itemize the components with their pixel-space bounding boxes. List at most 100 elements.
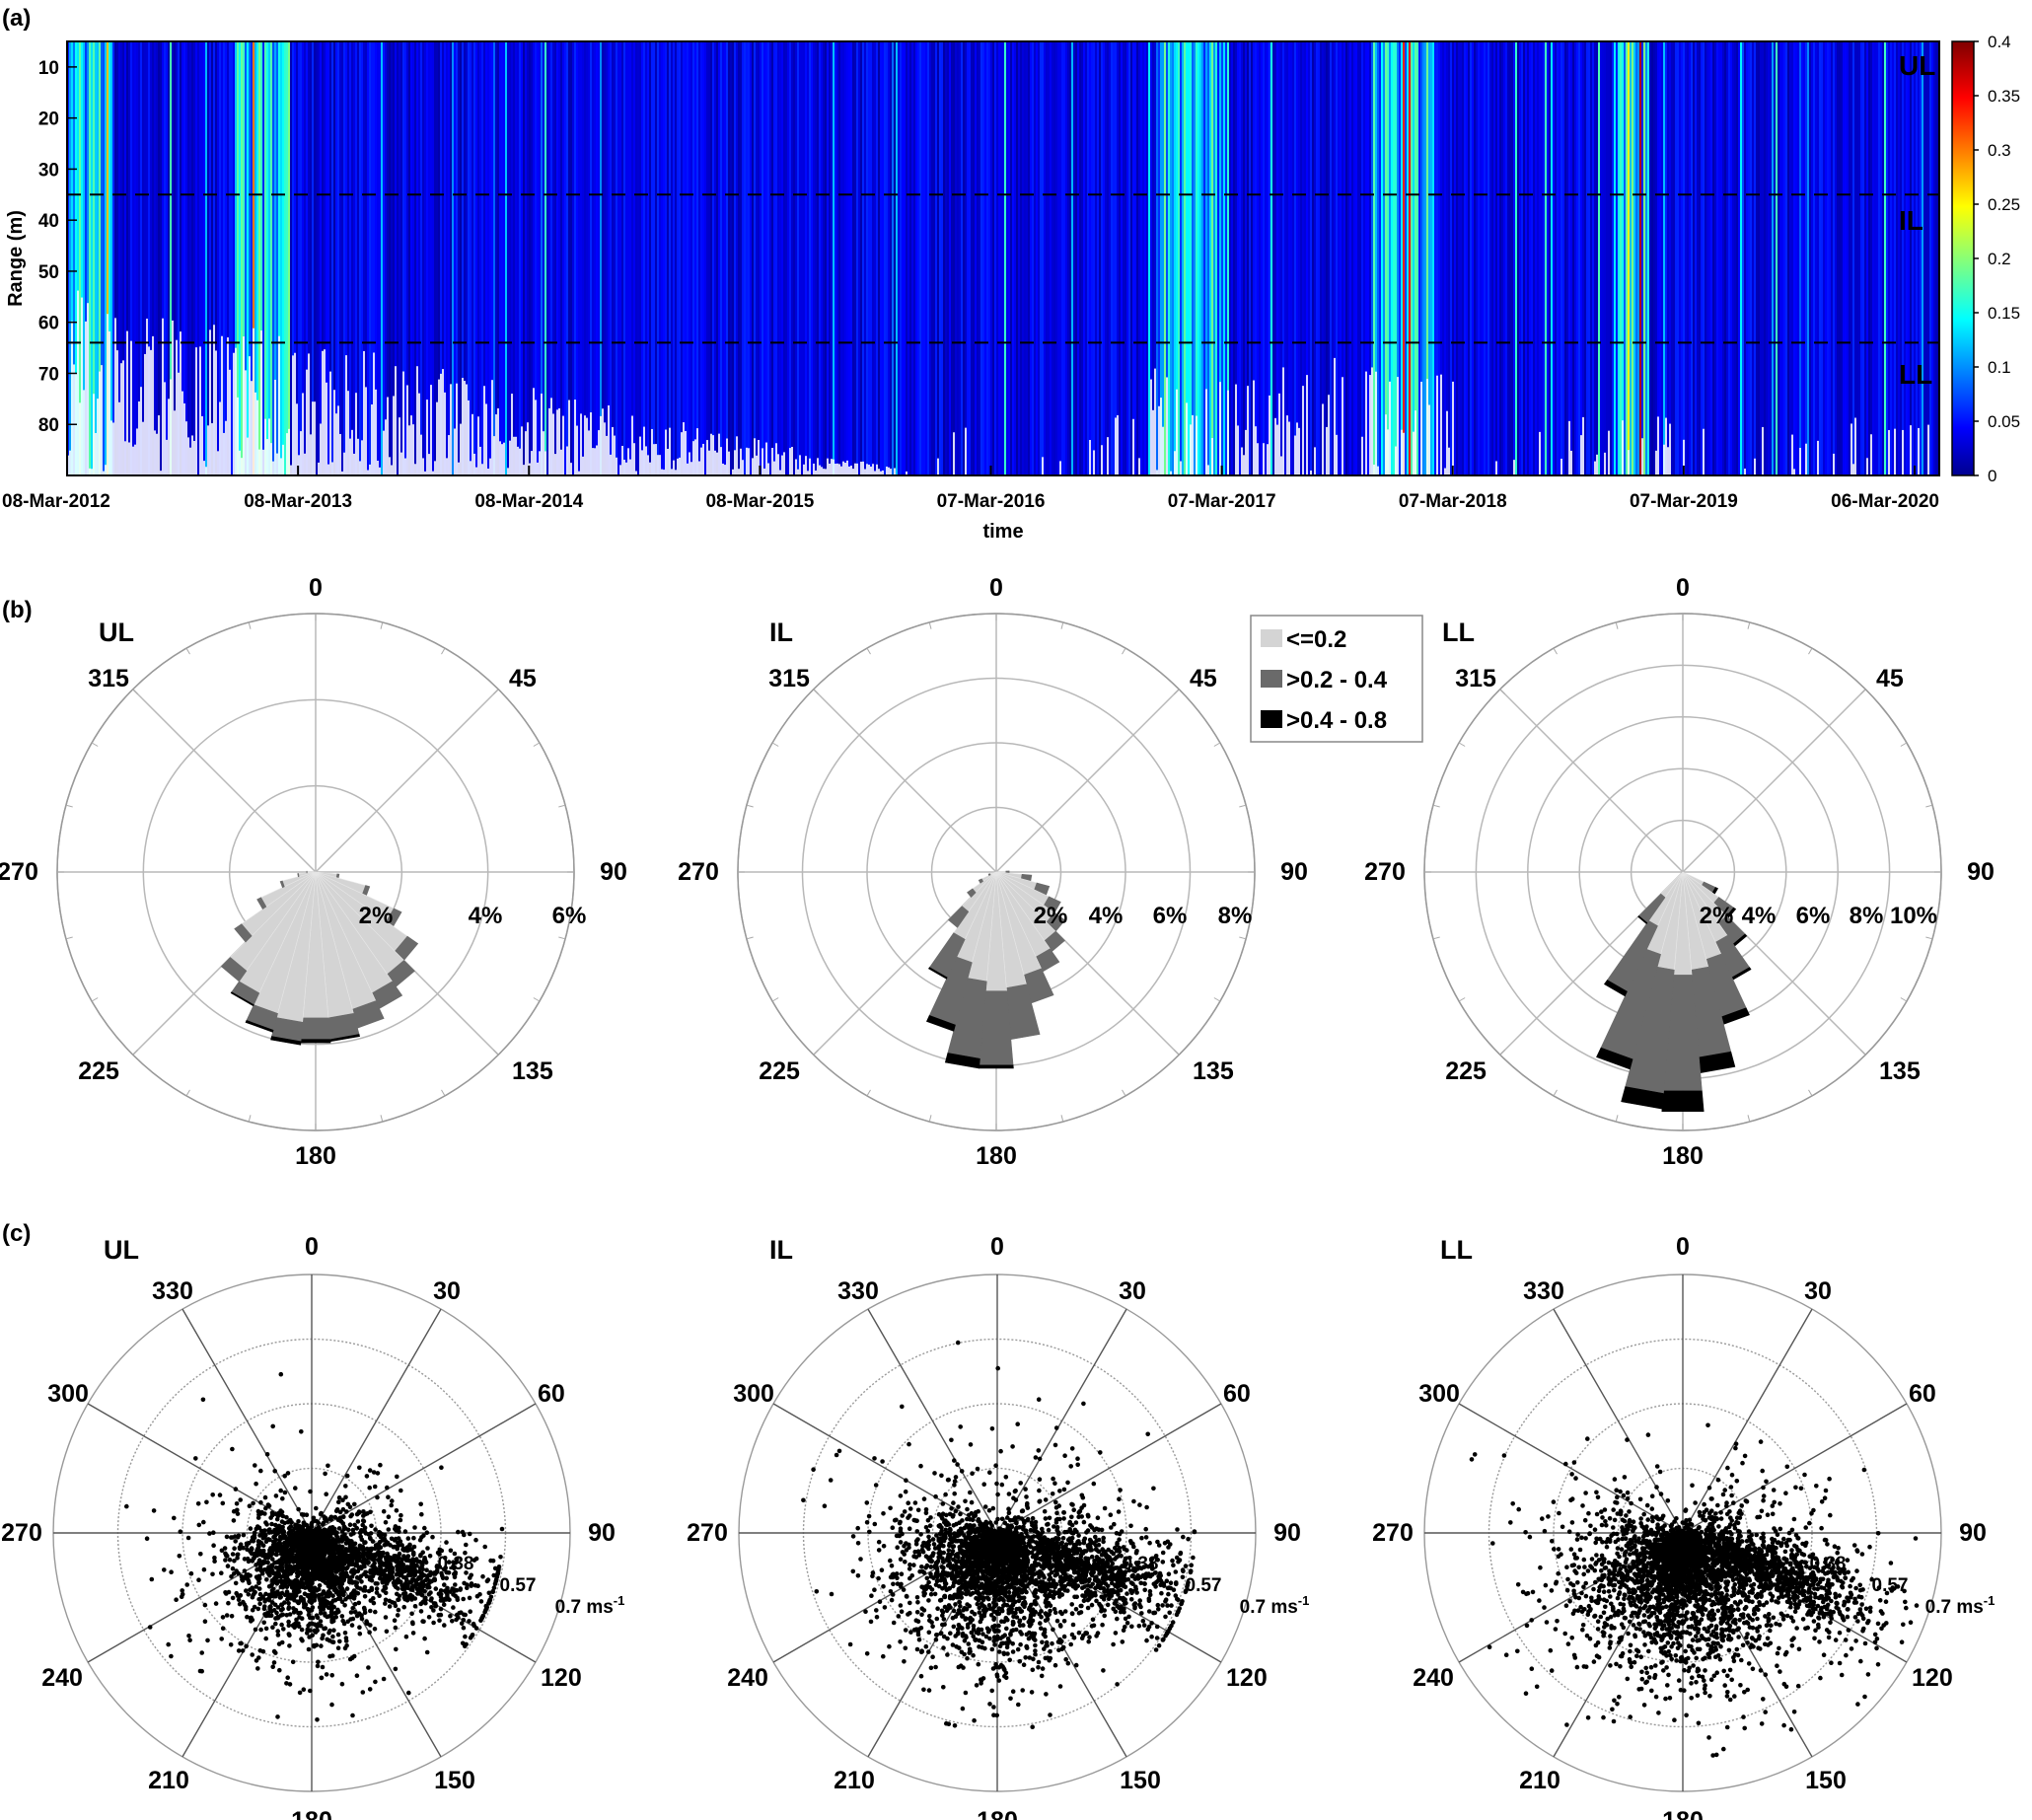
no-data-gap: [138, 400, 141, 475]
scatter-point: [434, 1565, 440, 1569]
heatmap-column: [746, 41, 749, 475]
heatmap-column: [369, 41, 372, 475]
heatmap-column: [404, 41, 407, 475]
scatter-point: [319, 1510, 324, 1516]
no-data-gap: [229, 369, 232, 475]
scatter-point: [260, 1648, 266, 1654]
heatmap-column: [523, 41, 526, 475]
scatter-point: [492, 1581, 498, 1586]
scatter-point: [284, 1681, 289, 1686]
scatter-point: [381, 1508, 387, 1514]
heatmap-column: [1302, 41, 1305, 475]
scatter-point: [248, 1526, 254, 1531]
heatmap-column: [1864, 41, 1867, 475]
scatter-point: [250, 1535, 255, 1540]
heatmap-column: [1306, 41, 1309, 475]
scatter-point: [367, 1577, 373, 1582]
scatter-point: [339, 1614, 345, 1619]
scatter-point: [367, 1687, 373, 1692]
no-data-gap: [306, 369, 309, 475]
no-data-gap: [1117, 414, 1120, 475]
no-data-gap: [689, 452, 691, 475]
scatter-point: [339, 1681, 345, 1687]
heatmap-column: [241, 41, 244, 475]
heatmap-column: [237, 41, 240, 475]
no-data-gap: [1665, 417, 1668, 475]
rose-ring-tick: [1747, 1115, 1751, 1123]
scatter-point: [377, 1556, 383, 1561]
scatter-point: [247, 1503, 253, 1508]
rose-bar: [979, 1064, 1014, 1069]
scatter-point: [280, 1535, 285, 1541]
scatter-point: [422, 1597, 428, 1602]
heatmap-column: [1156, 41, 1159, 475]
no-data-gap: [775, 443, 778, 475]
scatter-point: [369, 1523, 374, 1529]
heatmap-column: [1754, 41, 1757, 475]
scatter-point: [249, 1546, 254, 1551]
heatmap-column: [122, 41, 125, 475]
heatmap-column: [951, 41, 954, 475]
no-data-gap: [852, 469, 855, 475]
rose-ring-tick: [248, 621, 252, 629]
heatmap-column: [1010, 41, 1013, 475]
scatter-point: [250, 1585, 254, 1590]
heatmap-column: [347, 41, 350, 475]
heatmap-column: [1669, 41, 1672, 475]
radius-label: 0.38: [438, 1554, 474, 1574]
heatmap-column: [1858, 41, 1861, 475]
heatmap-column: [284, 41, 287, 475]
heatmap-column: [617, 41, 620, 475]
no-data-gap: [509, 440, 512, 475]
no-data-gap: [722, 463, 725, 475]
scatter-point: [408, 1567, 413, 1572]
no-data-gap: [1791, 434, 1794, 475]
rose-ring-tick: [866, 647, 871, 655]
scatter-point: [280, 1495, 285, 1501]
scatter-point: [284, 1547, 290, 1553]
heatmap-column: [1395, 41, 1398, 475]
no-data-gap: [434, 461, 437, 475]
no-data-gap: [1594, 461, 1597, 475]
no-data-gap: [1334, 357, 1337, 475]
heatmap-column: [941, 41, 944, 475]
no-data-gap: [489, 458, 492, 475]
scatter-point: [486, 1590, 492, 1596]
heatmap-column: [1215, 41, 1218, 475]
heatmap-column: [1661, 41, 1664, 475]
heatmap-column: [249, 41, 252, 475]
heatmap-column: [1067, 41, 1070, 475]
heatmap-column: [1892, 41, 1895, 475]
heatmap-column: [1916, 41, 1919, 475]
heatmap-column: [921, 41, 924, 475]
heatmap-column: [850, 41, 853, 475]
no-data-gap: [568, 400, 571, 475]
heatmap-column: [1852, 41, 1855, 475]
heatmap-column: [1401, 41, 1404, 475]
heatmap-column: [907, 41, 910, 475]
no-data-gap: [629, 459, 632, 475]
heatmap-column: [1781, 41, 1784, 475]
heatmap-column: [744, 41, 747, 475]
scatter-point: [271, 1534, 276, 1540]
no-data-gap: [584, 415, 587, 475]
no-data-gap: [1322, 403, 1325, 475]
colorbar-tick-label: 0: [1988, 467, 1996, 485]
angle-label: 120: [541, 1664, 582, 1692]
heatmap-column: [750, 41, 753, 475]
heatmap-column: [1448, 41, 1451, 475]
scatter-point: [407, 1542, 412, 1548]
no-data-gap: [1314, 447, 1317, 475]
heatmap-column: [671, 41, 674, 475]
heatmap-column: [489, 41, 492, 475]
heatmap-column: [130, 41, 133, 475]
no-data-gap: [746, 447, 749, 475]
heatmap-column: [1904, 41, 1907, 475]
y-tick-label: 60: [38, 314, 59, 334]
scatter-point: [401, 1546, 406, 1552]
no-data-gap: [679, 457, 682, 475]
heatmap-column: [1586, 41, 1589, 475]
scatter-point: [269, 1563, 274, 1568]
heatmap-column: [470, 41, 472, 475]
rose-ring-tick: [1615, 1115, 1619, 1123]
